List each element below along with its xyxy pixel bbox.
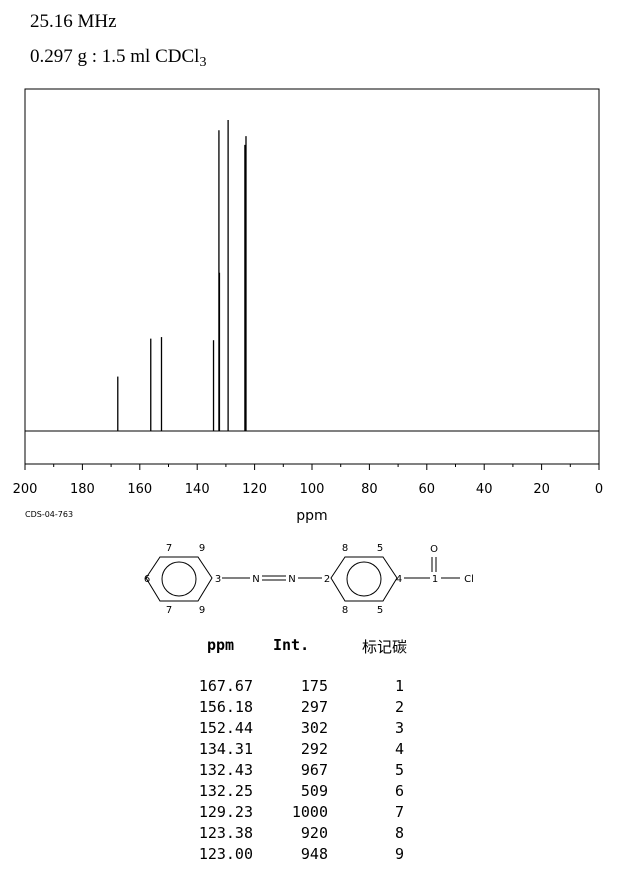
cell-ppm: 132.25 (198, 782, 253, 800)
table-row: 129.23 1000 7 (190, 802, 430, 823)
peak-table: 167.67 175 1 156.18 297 2 152.44 302 3 134.31 292 4… (190, 676, 430, 865)
atom-label: 2 (324, 574, 330, 585)
cell-int: 948 (300, 845, 328, 863)
atom-label: 3 (215, 574, 221, 585)
cell-label: 9 (395, 845, 405, 863)
cell-int: 967 (300, 761, 328, 779)
aromatic-circle-2 (346, 561, 382, 597)
benzene-ring-2 (330, 556, 398, 602)
table-row: 167.67 175 1 (190, 676, 430, 697)
cell-ppm: 134.31 (198, 740, 253, 758)
cell-ppm: 132.43 (198, 761, 253, 779)
atom-label: N (288, 574, 295, 585)
x-tick-label: 80 (361, 482, 378, 497)
atom-label: O (430, 544, 438, 555)
x-tick-label: 140 (185, 482, 210, 497)
cell-int: 297 (300, 698, 328, 716)
table-row: 123.00 948 9 (190, 844, 430, 865)
cell-label: 6 (395, 782, 405, 800)
x-tick-label: 160 (127, 482, 152, 497)
table-row: 132.43 967 5 (190, 760, 430, 781)
x-tick-label: 200 (13, 482, 38, 497)
nmr-spectrum-chart: 200 180 160 140 120 100 80 60 40 20 0 ppm (13, 88, 603, 524)
cell-ppm: 152.44 (198, 719, 253, 737)
atom-label: 5 (377, 543, 383, 554)
table-row: 123.38 920 8 (190, 823, 430, 844)
atom-label: 8 (342, 605, 348, 616)
molecule-structure: 7 9 6 3 7 9 N N 8 5 2 4 8 5 1 O Cl (144, 543, 474, 616)
cell-label: 5 (395, 761, 405, 779)
cell-label: 1 (395, 677, 405, 695)
cell-ppm: 129.23 (198, 803, 253, 821)
atom-label: Cl (464, 574, 474, 585)
table-row: 132.25 509 6 (190, 781, 430, 802)
cell-label: 3 (395, 719, 405, 737)
cell-ppm: 123.00 (198, 845, 253, 863)
atom-label: 7 (166, 605, 172, 616)
atom-label: 9 (199, 543, 205, 554)
benzene-ring-1 (145, 556, 213, 602)
frequency-label: 25.16 MHz (30, 11, 117, 32)
sample-label: 0.297 g : 1.5 ml CDCl3 (30, 46, 206, 70)
atom-label: 1 (432, 574, 438, 585)
atom-label: N (252, 574, 259, 585)
table-header-int: Int. (273, 636, 310, 654)
atom-label: 5 (377, 605, 383, 616)
x-tick-label: 120 (242, 482, 267, 497)
sample-text: 0.297 g : 1.5 ml CDCl (30, 46, 200, 67)
cell-int: 302 (300, 719, 328, 737)
atom-label: 9 (199, 605, 205, 616)
cell-ppm: 123.38 (198, 824, 253, 842)
table-header-ppm: ppm (207, 636, 235, 654)
cell-int: 920 (300, 824, 328, 842)
cell-label: 8 (395, 824, 405, 842)
table-row: 156.18 297 2 (190, 697, 430, 718)
table-row: 134.31 292 4 (190, 739, 430, 760)
x-tick-label: 40 (476, 482, 493, 497)
cell-label: 4 (395, 740, 405, 758)
table-header-label: 标记碳 (362, 638, 408, 656)
x-tick-label: 180 (70, 482, 95, 497)
x-axis-label: ppm (296, 508, 327, 524)
catalog-code: CDS-04-763 (25, 510, 74, 519)
atom-label: 7 (166, 543, 172, 554)
atom-label: 6 (144, 574, 150, 585)
table-row: 152.44 302 3 (190, 718, 430, 739)
x-tick-label: 20 (533, 482, 550, 497)
atom-label: 4 (396, 574, 402, 585)
cell-int: 292 (300, 740, 328, 758)
aromatic-circle-1 (161, 561, 197, 597)
x-tick-label: 60 (419, 482, 436, 497)
atom-label: 8 (342, 543, 348, 554)
x-tick-label: 0 (595, 482, 603, 497)
cell-label: 2 (395, 698, 405, 716)
cell-int: 175 (300, 677, 328, 695)
cell-ppm: 167.67 (198, 677, 253, 695)
sample-subscript: 3 (199, 55, 207, 70)
x-tick-label: 100 (300, 482, 325, 497)
cell-ppm: 156.18 (198, 698, 253, 716)
cell-int: 1000 (291, 803, 328, 821)
cell-label: 7 (395, 803, 405, 821)
cell-int: 509 (300, 782, 328, 800)
